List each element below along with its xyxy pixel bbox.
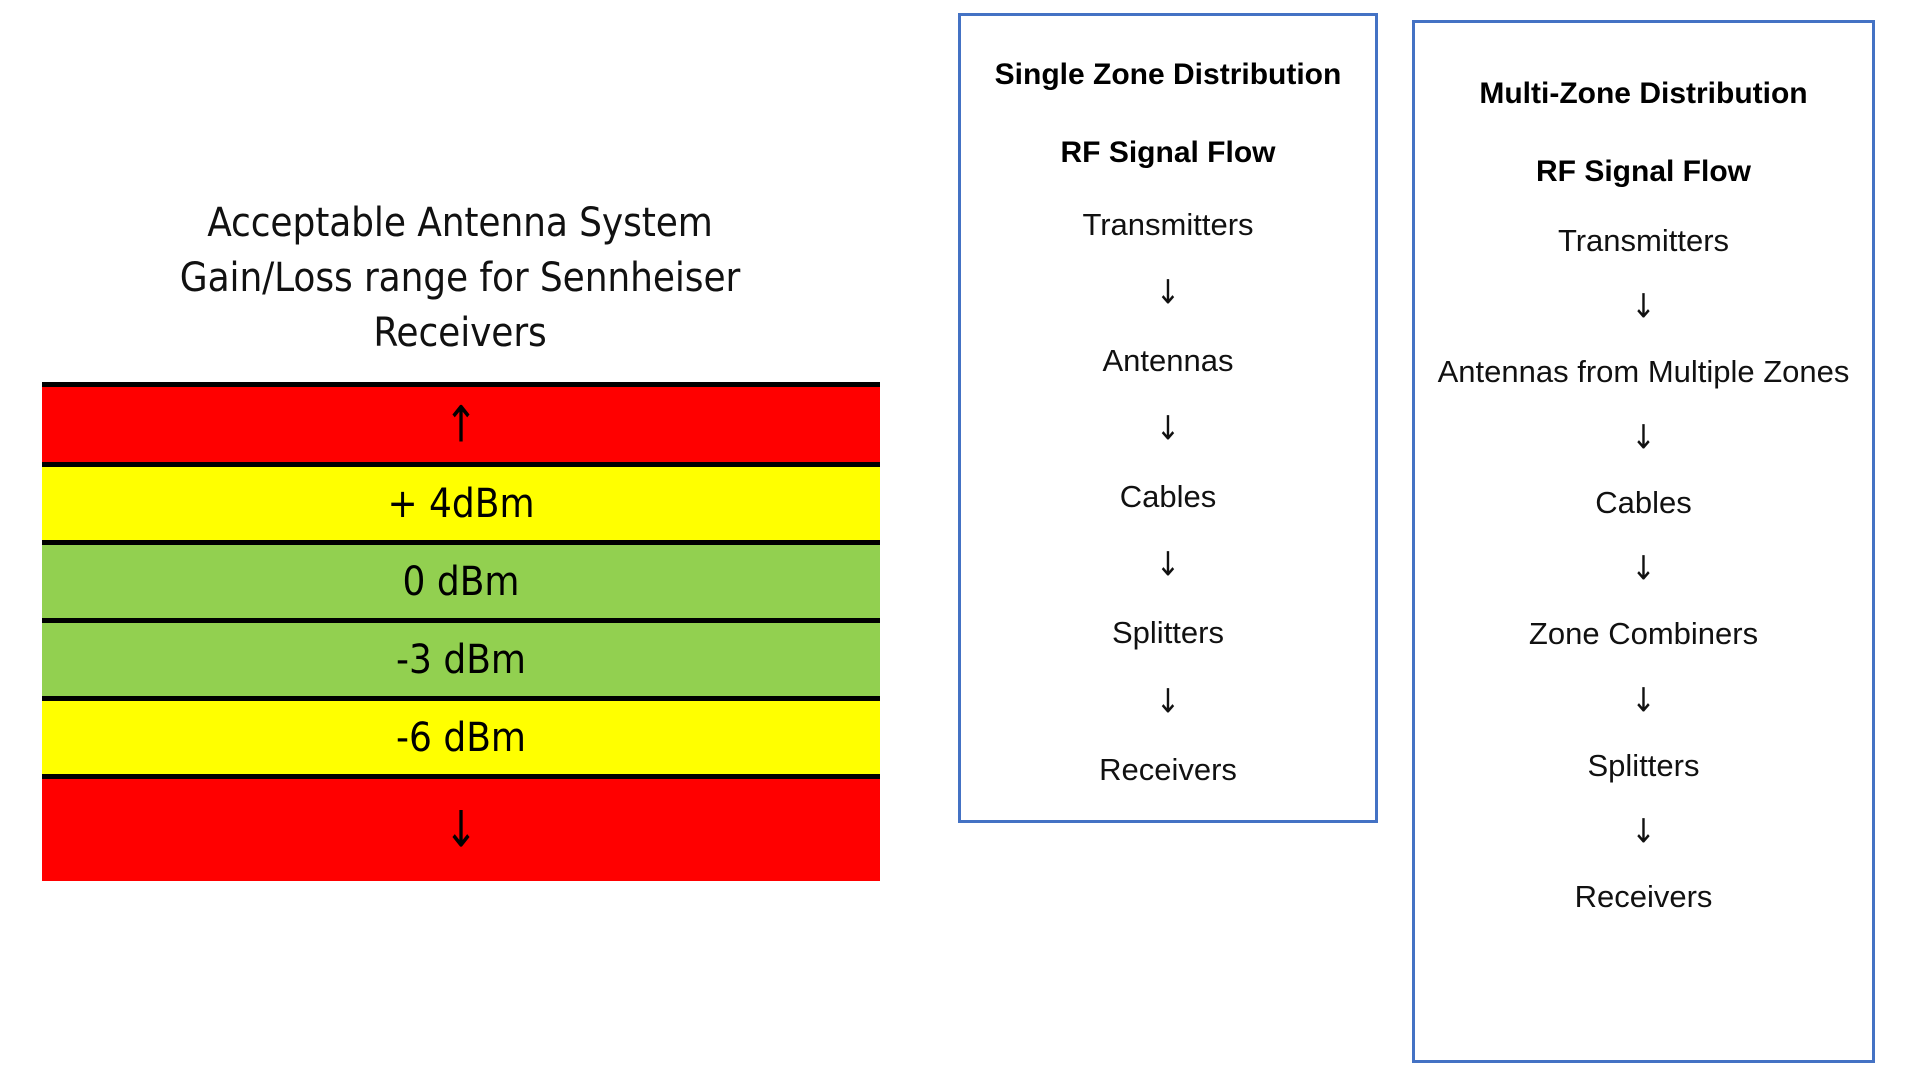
band-under-range-down-arrow: ↓ [42, 779, 880, 881]
flow-step: Antennas [1102, 343, 1234, 379]
band-over-range-up-arrow: ↑ [42, 387, 880, 467]
flow-down-arrow-icon: ↓ [1155, 544, 1181, 584]
band-label: -3 dBm [396, 636, 526, 683]
flow-down-arrow-icon: ↓ [1631, 548, 1656, 588]
flow-step: Cables [1595, 485, 1692, 521]
flow-step: Cables [1119, 479, 1217, 515]
band-minus-3-dbm: -3 dBm [42, 623, 880, 701]
flow-down-arrow-icon: ↓ [1155, 408, 1181, 448]
flow-step: Splitters [1112, 615, 1224, 651]
multi-zone-subtitle: RF Signal Flow [1536, 154, 1751, 188]
up-arrow-icon: ↑ [444, 395, 478, 454]
flow-down-arrow-icon: ↓ [1155, 681, 1181, 721]
flow-step: Transmitters [1082, 207, 1254, 242]
single-zone-subtitle: RF Signal Flow [1060, 135, 1276, 169]
gain-loss-scale-bar: ↑ + 4dBm 0 dBm -3 dBm -6 dBm ↓ [42, 382, 880, 881]
flow-step: Antennas from Multiple Zones [1437, 354, 1850, 390]
single-zone-step-list: Transmitters ↓ Antennas ↓ Cables ↓ Splitters ↓ R… [961, 204, 1375, 791]
band-plus-4-dbm: + 4dBm [42, 467, 880, 545]
flow-down-arrow-icon: ↓ [1631, 417, 1656, 457]
multi-zone-flow-content: Multi-Zone Distribution RF Signal Flow T… [1415, 23, 1872, 918]
band-label: + 4dBm [387, 480, 535, 527]
flow-step: Receivers [1574, 878, 1713, 914]
flow-down-arrow-icon: ↓ [1155, 272, 1181, 312]
flow-down-arrow-icon: ↓ [1631, 680, 1656, 720]
flow-step: Receivers [1099, 751, 1237, 787]
flow-step: Transmitters [1557, 223, 1730, 258]
gain-loss-scale-panel: Acceptable Antenna System Gain/Loss rang… [0, 0, 930, 1080]
flow-step: Zone Combiners [1528, 616, 1759, 652]
down-arrow-icon: ↓ [444, 801, 478, 859]
scale-title: Acceptable Antenna System Gain/Loss rang… [179, 200, 741, 357]
multi-zone-title: Multi-Zone Distribution [1479, 77, 1808, 110]
single-zone-title: Single Zone Distribution [994, 58, 1342, 91]
multi-zone-step-list: Transmitters ↓ Antennas from Multiple Zone… [1415, 220, 1872, 918]
flow-step: Splitters [1587, 747, 1700, 783]
band-minus-6-dbm: -6 dBm [42, 701, 880, 779]
band-label: -6 dBm [396, 714, 526, 761]
single-zone-distribution-box: Single Zone Distribution RF Signal Flow … [958, 13, 1378, 823]
flow-down-arrow-icon: ↓ [1631, 286, 1656, 326]
flow-down-arrow-icon: ↓ [1631, 811, 1656, 851]
band-0-dbm: 0 dBm [42, 545, 880, 623]
multi-zone-distribution-box: Multi-Zone Distribution RF Signal Flow T… [1412, 20, 1875, 1063]
single-zone-flow-content: Single Zone Distribution RF Signal Flow … [961, 16, 1375, 791]
band-label: 0 dBm [402, 558, 520, 605]
